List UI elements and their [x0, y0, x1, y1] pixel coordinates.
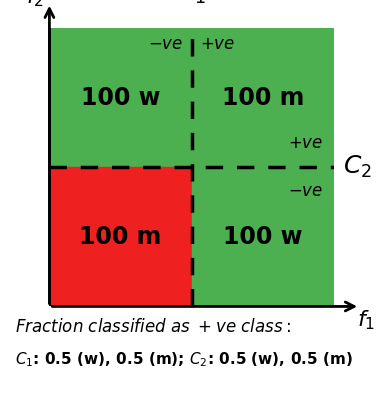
Text: $C_2$: $C_2$ [343, 154, 372, 180]
Text: 100 m: 100 m [79, 225, 162, 249]
Bar [192, 167, 334, 306]
Text: $C_1$: $C_1$ [177, 0, 206, 6]
Text: $-ve$: $-ve$ [148, 35, 183, 53]
Text: $f_1$: $f_1$ [357, 308, 375, 332]
Text: 100 w: 100 w [81, 86, 160, 109]
Text: $+ve$: $+ve$ [201, 35, 236, 53]
Text: 100 m: 100 m [222, 86, 304, 109]
Text: $-ve$: $-ve$ [288, 182, 323, 201]
Text: $C_1$: 0.5 (w), 0.5 (m); $C_2$: 0.5 (w), 0.5 (m): $C_1$: 0.5 (w), 0.5 (m); $C_2$: 0.5 (w),… [15, 350, 353, 369]
Text: 100 w: 100 w [223, 225, 303, 249]
Text: $f_2$: $f_2$ [26, 0, 44, 9]
Bar [49, 28, 192, 167]
Bar [192, 28, 334, 167]
Text: $\it{Fraction\ classified\ as\ +ve\ class:}$: $\it{Fraction\ classified\ as\ +ve\ clas… [15, 318, 291, 336]
Text: $+ve$: $+ve$ [288, 134, 323, 152]
Bar [49, 167, 192, 306]
